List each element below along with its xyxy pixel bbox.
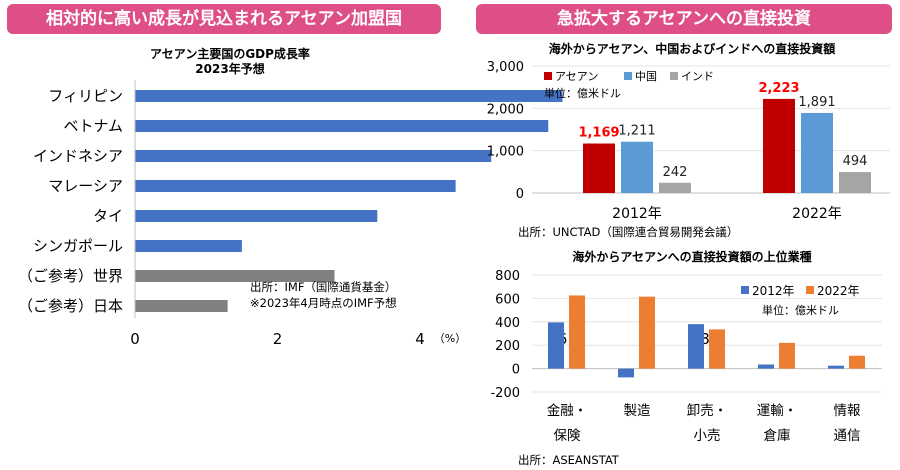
industry-bar-1-1 — [639, 296, 655, 369]
bar-7 — [135, 300, 228, 312]
fdi-unit-label: 単位：億米ドル — [544, 86, 621, 100]
fdi-bar-0-0 — [583, 143, 615, 193]
fdi-bar-0-1 — [621, 141, 653, 193]
bar-0 — [135, 90, 563, 102]
industry-y-tick-label-0: -200 — [490, 386, 520, 401]
investment-charts: 海外からアセアン、中国およびインドへの直接投資額 0 1,000 2,000 3,000… — [487, 41, 890, 467]
industry-bar-1-0 — [618, 368, 634, 378]
fdi-bar-1-1 — [801, 112, 833, 193]
category-label-3: マレーシア — [48, 177, 123, 195]
fdi-legend-label-0: アセアン — [555, 70, 598, 83]
industry-bar-0-0 — [548, 322, 564, 369]
left-panel-header: 相対的に高い成長が見込まれるアセアン加盟国 — [7, 4, 441, 34]
fdi-y-tick-label-3: 3,000 — [487, 60, 524, 75]
industry-category-label-1: 製造 — [624, 403, 652, 419]
x-tick-label-1: 2 — [273, 330, 283, 348]
x-tick-label-0: 0 — [130, 330, 140, 348]
industry-bar-2-0 — [688, 324, 704, 369]
industry-bar-3-1 — [779, 342, 795, 369]
industry-category-label2-4: 通信 — [834, 428, 861, 444]
fdi-data-label-1-0: 2,223 — [758, 81, 799, 96]
industry-category-label-2: 卸売・ — [687, 403, 728, 419]
chart-subtitle: 2023年予想 — [195, 61, 264, 76]
x-tick-label-4: 8 — [700, 330, 710, 348]
industry-bar-2-1 — [709, 329, 725, 369]
x-tick-label-2: 4 — [415, 330, 425, 348]
fdi-legend-label-1: 中国 — [635, 70, 657, 83]
industry-category-label2-0: 保険 — [554, 428, 582, 444]
industry-source-note: 出所：ASEANSTAT — [518, 453, 620, 467]
fdi-bar-0-2 — [659, 182, 691, 193]
fdi-data-label-0-2: 242 — [663, 165, 688, 180]
fdi-chart-title: 海外からアセアン、中国およびインドへの直接投資額 — [549, 41, 836, 56]
fdi-data-label-1-1: 1,891 — [798, 95, 835, 110]
industry-category-label-0: 金融・ — [547, 403, 588, 419]
bar-2 — [135, 150, 492, 162]
gdp-growth-chart: アセアン主要国のGDP成長率2023年予想フィリピンベトナムインドネシアマレーシ… — [18, 46, 710, 348]
industry-bar-3-0 — [758, 364, 774, 369]
industry-bar-4-1 — [849, 355, 865, 369]
industry-chart-title: 海外からアセアンへの直接投資額の上位業種 — [572, 249, 811, 264]
category-label-5: シンガポール — [33, 237, 123, 255]
industry-legend-swatch-0 — [741, 286, 749, 294]
bar-6 — [135, 270, 335, 282]
industry-category-label2-2: 小売 — [694, 428, 721, 444]
industry-y-tick-label-1: 0 — [512, 363, 520, 378]
fdi-source-note: 出所：UNCTAD（国際連合貿易開発会議） — [518, 225, 738, 239]
fdi-legend-swatch-1 — [624, 72, 632, 80]
category-label-6: （ご参考）世界 — [18, 267, 123, 285]
industry-y-tick-label-3: 400 — [495, 316, 520, 331]
chart-title: アセアン主要国のGDP成長率 — [150, 46, 310, 61]
source-note-1: ※2023年4月時点のIMF予想 — [250, 296, 397, 310]
fdi-bar-1-0 — [763, 98, 795, 193]
bar-5 — [135, 240, 242, 252]
industry-legend-swatch-1 — [806, 286, 814, 294]
category-label-7: （ご参考）日本 — [18, 297, 123, 315]
fdi-data-label-0-1: 1,211 — [618, 124, 655, 139]
bar-1 — [135, 120, 549, 132]
category-label-4: タイ — [93, 207, 123, 225]
fdi-legend-swatch-2 — [670, 72, 678, 80]
fdi-y-tick-label-0: 0 — [516, 187, 524, 202]
industry-unit-label: 単位：億米ドル — [762, 303, 839, 317]
industry-category-label-4: 情報 — [834, 403, 862, 419]
fdi-bar-1-2 — [839, 172, 871, 193]
fdi-y-tick-label-2: 2,000 — [487, 102, 524, 117]
bar-3 — [135, 180, 456, 192]
fdi-category-label-0: 2012年 — [612, 206, 662, 222]
industry-category-label-3: 運輸・ — [757, 403, 798, 419]
category-label-1: ベトナム — [63, 117, 123, 135]
industry-y-tick-label-5: 800 — [495, 269, 520, 284]
category-label-0: フィリピン — [48, 87, 123, 105]
industry-legend-label-0: 2012年 — [752, 284, 795, 298]
industry-bar-4-0 — [828, 365, 844, 369]
x-unit-label: （%） — [434, 332, 466, 345]
right-panel-header: 急拡大するアセアンへの直接投資 — [476, 4, 892, 34]
fdi-data-label-0-0: 1,169 — [578, 126, 619, 141]
fdi-legend-label-2: インド — [681, 70, 714, 83]
industry-legend-label-1: 2022年 — [817, 284, 860, 298]
industry-category-label2-3: 倉庫 — [764, 428, 791, 444]
bar-4 — [135, 210, 378, 222]
fdi-category-label-1: 2022年 — [792, 206, 842, 222]
industry-bar-0-1 — [569, 295, 585, 369]
fdi-y-tick-label-1: 1,000 — [487, 145, 524, 160]
fdi-data-label-1-2: 494 — [843, 154, 868, 169]
industry-y-tick-label-4: 600 — [495, 292, 520, 307]
source-note-0: 出所：IMF（国際通貨基金） — [250, 280, 396, 294]
industry-y-tick-label-2: 200 — [495, 339, 520, 354]
category-label-2: インドネシア — [33, 147, 123, 165]
fdi-legend-swatch-0 — [544, 72, 552, 80]
